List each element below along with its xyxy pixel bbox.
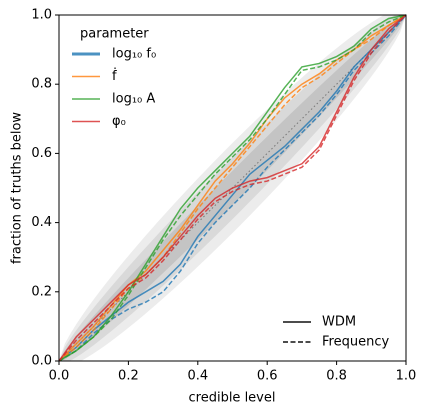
x-tick-label: 0.4 — [187, 369, 208, 384]
y-tick-label: 1.0 — [31, 8, 52, 23]
y-tick-label: 0.8 — [31, 77, 52, 92]
data-line — [58, 14, 407, 362]
y-tick-label: 0.6 — [31, 146, 52, 161]
data-line — [58, 14, 407, 362]
x-tick-label: 0.0 — [49, 369, 70, 384]
y-axis-label: fraction of truths below — [10, 112, 25, 264]
data-line — [58, 14, 407, 362]
legend-label: log₁₀ A — [112, 92, 155, 107]
plot-area — [58, 14, 407, 362]
data-line — [58, 14, 407, 362]
x-tick-label: 0.2 — [118, 369, 139, 384]
y-tick-label: 0.2 — [31, 284, 52, 299]
y-tick-label: 0.0 — [31, 354, 52, 369]
x-tick-label: 0.8 — [326, 369, 347, 384]
data-line — [58, 14, 407, 362]
legend-label: Frequency — [322, 335, 389, 350]
legend-title: parameter — [80, 27, 149, 42]
x-tick-label: 1.0 — [396, 369, 417, 384]
legend-label: ḟ — [112, 67, 117, 84]
x-axis-label: credible level — [189, 391, 276, 406]
axes-frame — [58, 14, 407, 362]
data-line — [58, 14, 407, 362]
legend-label: log₁₀ f₀ — [112, 47, 156, 62]
x-tick-label: 0.6 — [257, 369, 278, 384]
y-tick-label: 0.4 — [31, 215, 52, 230]
legend-label: φ₀ — [112, 114, 126, 129]
legend-label: WDM — [322, 315, 356, 330]
